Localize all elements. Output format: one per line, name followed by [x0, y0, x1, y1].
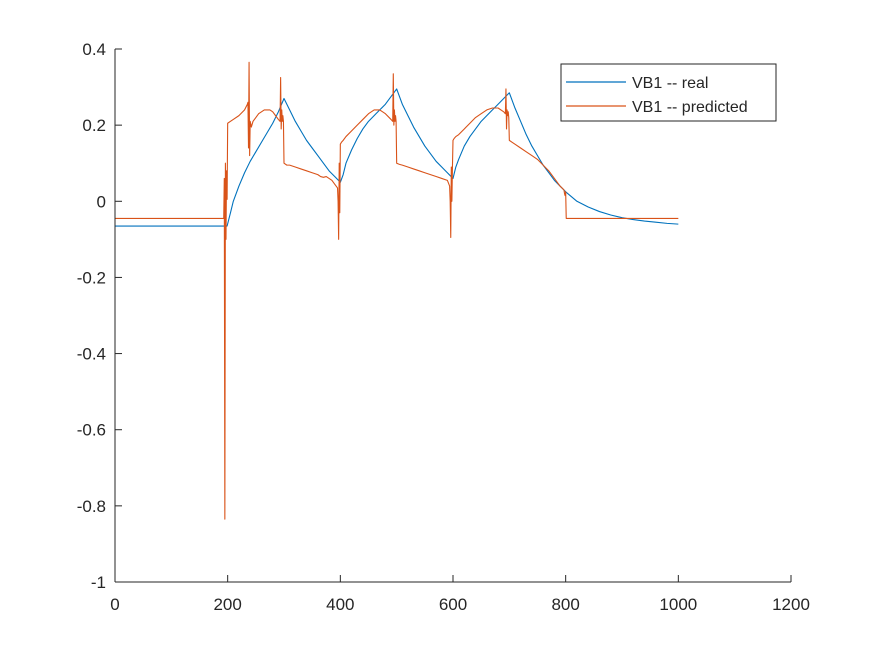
y-tick-label: -0.6 — [77, 421, 106, 440]
x-tick-label: 400 — [326, 595, 354, 614]
y-tick-label: 0.2 — [82, 116, 106, 135]
legend-box — [560, 63, 777, 122]
legend: VB1 -- real VB1 -- predicted — [560, 63, 777, 122]
y-tick-label: -0.8 — [77, 497, 106, 516]
x-tick-label: 600 — [439, 595, 467, 614]
y-tick-label: 0 — [97, 192, 106, 211]
legend-label-real: VB1 -- real — [632, 75, 708, 92]
series-layer — [115, 61, 679, 520]
x-tick-label: 0 — [110, 595, 119, 614]
x-tick-label: 1200 — [772, 595, 810, 614]
x-tick-label: 800 — [551, 595, 579, 614]
series-line-predicted — [115, 61, 679, 520]
y-tick-label: 0.4 — [82, 40, 106, 59]
y-tick-label: -0.4 — [77, 345, 106, 364]
legend-label-predicted: VB1 -- predicted — [632, 99, 748, 116]
axes-background — [115, 49, 791, 582]
x-tick-label: 1000 — [659, 595, 697, 614]
y-tick-label: -1 — [91, 573, 106, 592]
plot-area: 0 200 400 600 800 1000 1200 -1 -0.8 -0.6 -0.4 -0.2… — [77, 40, 810, 614]
x-tick-label: 200 — [213, 595, 241, 614]
y-axis-ticks: -1 -0.8 -0.6 -0.4 -0.2 0 0.2 0.4 — [77, 40, 122, 592]
x-axis-ticks: 0 200 400 600 800 1000 1200 — [110, 575, 810, 614]
y-tick-label: -0.2 — [77, 268, 106, 287]
